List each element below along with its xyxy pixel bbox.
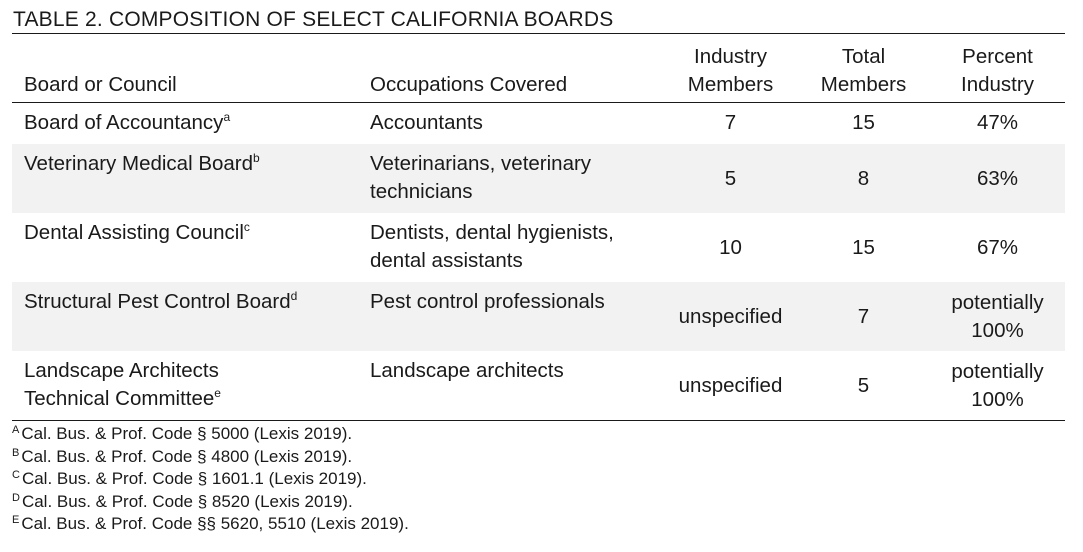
table-figure: TABLE 2. COMPOSITION OF SELECT CALIFORNI… [12,6,1065,536]
percent-line1: 63% [976,166,1019,190]
occupations-line1: Accountants [370,111,483,134]
percent-industry-cell: potentially 100% [930,358,1065,414]
board-cell: Landscape Architects Technical Committee… [12,351,358,413]
board-name: Dental Assisting Council [24,221,244,244]
table-row: Dental Assisting Councilc Dentists, dent… [12,213,1065,282]
percent-industry-cell: 63% [930,165,1065,193]
industry-members-cell: unspecified [678,373,783,397]
header-total-line1: Total [841,45,886,68]
footnote-letter: C [12,469,20,481]
board-name: Veterinary Medical Board [24,152,254,175]
occupations-cell: Veterinarians, veterinary technicians [358,144,664,206]
occupations-line1: Landscape architects [370,359,564,382]
industry-members-cell: 5 [724,166,737,190]
board-name: Board of Accountancy [24,111,224,134]
footnote-letter: E [12,514,20,526]
footnote-marker: c [243,220,250,234]
percent-line1: 47% [976,111,1019,134]
footnote: C Cal. Bus. & Prof. Code § 1601.1 (Lexis … [12,468,1065,491]
footnotes: A Cal. Bus. & Prof. Code § 5000 (Lexis 20… [12,423,1065,536]
table-header-row: Board or Council Occupations Covered Ind… [12,34,1065,103]
footnote-marker: a [223,110,231,124]
table-row: Structural Pest Control Boardd Pest cont… [12,282,1065,351]
board-name-line2: Technical Committee [24,387,215,410]
percent-line1: potentially [951,290,1044,314]
board-name: Structural Pest Control Board [24,290,291,313]
footnote-text: Cal. Bus. & Prof. Code § 1601.1 (Lexis 2… [21,469,367,488]
footnote-text: Cal. Bus. & Prof. Code § 8520 (Lexis 201… [21,491,353,511]
board-cell: Structural Pest Control Boardd [12,282,358,316]
footnote: E Cal. Bus. & Prof. Code §§ 5620, 5510 (L… [12,513,1065,536]
table-row: Board of Accountancya Accountants 7 15 4… [12,103,1065,144]
industry-members-cell: 7 [724,111,737,134]
industry-members-cell: unspecified [678,304,783,328]
occupations-cell: Accountants [358,103,664,137]
occupations-cell: Dentists, dental hygienists, dental assi… [358,213,664,275]
total-members-cell: 15 [852,111,875,134]
header-industry-members: Industry Members [664,43,797,102]
industry-members-cell: 10 [719,235,742,259]
percent-industry-cell: 67% [930,234,1065,262]
occupations-cell: Pest control professionals [358,282,664,316]
table-row: Veterinary Medical Boardb Veterinarians,… [12,144,1065,213]
percent-line1: potentially [951,359,1044,383]
table-row: Landscape Architects Technical Committee… [12,351,1065,421]
percent-industry-cell: 47% [930,103,1065,137]
table-title: TABLE 2. COMPOSITION OF SELECT CALIFORNI… [12,6,1065,34]
footnote-marker: d [290,289,298,303]
board-cell: Board of Accountancya [12,103,358,137]
footnote-letter: D [12,491,20,504]
occupations-line1: Pest control professionals [370,290,605,313]
total-members-cell: 8 [857,166,870,190]
occupations-line1: Dentists, dental hygienists, [370,221,614,244]
occupations-line2: technicians [370,180,473,203]
footnote-marker: b [253,151,260,165]
occupations-cell: Landscape architects [358,351,664,385]
header-board: Board or Council [24,73,177,96]
percent-line2: 100% [971,318,1024,342]
header-occupations: Occupations Covered [370,73,568,96]
header-industry-line1: Industry [694,45,767,68]
board-name-line1: Landscape Architects [24,359,219,382]
footnote-text: Cal. Bus. & Prof. Code § 4800 (Lexis 201… [21,446,353,466]
footnote-text: Cal. Bus. & Prof. Code § 5000 (Lexis 201… [21,424,353,443]
board-cell: Veterinary Medical Boardb [12,144,358,178]
header-percent-industry: Percent Industry [930,43,1065,102]
percent-line1: 67% [976,235,1019,259]
total-members-cell: 5 [857,373,870,397]
footnote: B Cal. Bus. & Prof. Code § 4800 (Lexis 20… [12,446,1065,469]
footnote: D Cal. Bus. & Prof. Code § 8520 (Lexis 20… [12,491,1065,514]
footnote-letter: B [12,446,20,459]
percent-line2: 100% [971,387,1024,411]
header-industry-line2: Members [687,73,774,96]
header-total-line2: Members [820,73,907,96]
header-percent-line2: Industry [961,73,1034,96]
percent-industry-cell: potentially 100% [930,289,1065,345]
header-total-members: Total Members [797,43,930,102]
footnote-text: Cal. Bus. & Prof. Code §§ 5620, 5510 (Le… [21,514,409,533]
footnote-marker: e [214,386,221,400]
occupations-line2: dental assistants [370,249,523,272]
footnote: A Cal. Bus. & Prof. Code § 5000 (Lexis 20… [12,423,1065,446]
board-cell: Dental Assisting Councilc [12,213,358,247]
total-members-cell: 7 [857,304,870,328]
footnote-letter: A [12,424,20,436]
header-percent-line1: Percent [962,45,1033,68]
total-members-cell: 15 [852,235,875,259]
occupations-line1: Veterinarians, veterinary [370,152,592,175]
